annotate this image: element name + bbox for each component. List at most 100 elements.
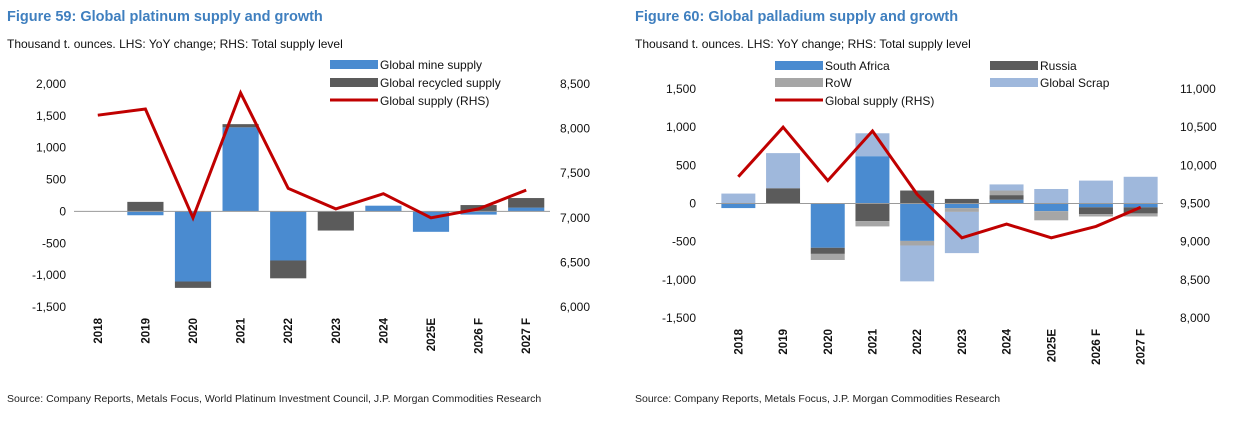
y-left-tick-label: 1,000 [666, 120, 696, 134]
bar-global-mine-supply [460, 211, 497, 215]
bar-global-scrap [944, 211, 979, 254]
bar-south-africa [721, 203, 756, 209]
legend-swatch [775, 61, 823, 70]
bar-row [855, 221, 890, 227]
chart-title: Figure 60: Global palladium supply and g… [635, 9, 959, 25]
y-left-tick-label: -1,000 [32, 268, 66, 282]
legend-label: South Africa [825, 59, 890, 73]
bar-south-africa [989, 199, 1024, 204]
bar-global-mine-supply [365, 205, 402, 212]
x-tick-label: 2020 [823, 329, 835, 355]
chart-source: Source: Company Reports, Metals Focus, J… [635, 393, 1001, 405]
bar-global-recycled-supply [174, 281, 212, 288]
x-tick-label: 2023 [331, 318, 343, 344]
y-left-tick-label: 500 [676, 158, 696, 172]
bar-south-africa [900, 203, 935, 241]
y-left-tick-label: -1,500 [662, 311, 696, 325]
bar-russia [855, 203, 890, 222]
y-left-tick-label: 500 [46, 173, 66, 187]
x-tick-label: 2026 F [1091, 329, 1103, 365]
chart-title: Figure 59: Global platinum supply and gr… [7, 9, 323, 25]
y-left-tick-label: -1,500 [32, 300, 66, 314]
legend-label: Russia [1040, 59, 1077, 73]
bar-russia [766, 188, 801, 204]
bar-row [900, 240, 935, 246]
bar-south-africa [855, 156, 890, 204]
legend-label: Global supply (RHS) [825, 94, 934, 108]
bar-global-scrap [1078, 180, 1113, 204]
y-right-tick-label: 8,500 [1180, 273, 1210, 287]
bar-global-recycled-supply [508, 198, 545, 208]
line-global-supply [97, 89, 527, 222]
legend-label: RoW [825, 76, 852, 90]
x-tick-label: 2021 [867, 328, 879, 354]
bar-global-mine-supply [508, 207, 545, 212]
y-left-tick-label: 1,500 [666, 82, 696, 96]
y-left-tick-label: -1,000 [662, 273, 696, 287]
y-right-tick-label: 6,000 [560, 300, 590, 314]
chart-subtitle: Thousand t. ounces. LHS: YoY change; RHS… [7, 37, 343, 51]
legend-swatch [990, 61, 1038, 70]
legend-swatch [330, 60, 378, 69]
y-right-tick-label: 7,000 [560, 211, 590, 225]
figure-59: 2,000 1,500 1,000 500 0 -500 -1,000 -1,500 8,500… [0, 0, 615, 436]
bar-row [810, 253, 845, 260]
legend-swatch [990, 78, 1038, 87]
legend-label: Global recycled supply [380, 76, 501, 90]
x-tick-label: 2022 [912, 329, 924, 355]
x-tick-label: 2027 F [521, 318, 533, 354]
platinum-chart: 2,000 1,500 1,000 500 0 -500 -1,000 -1,500 8,500… [32, 58, 590, 354]
bar-global-mine-supply [174, 211, 212, 282]
bar-russia [1123, 207, 1158, 214]
bar-russia [1078, 207, 1113, 215]
bar-row [944, 208, 979, 212]
y-left-tick-label: 1,000 [36, 141, 66, 155]
y-left-tick-label: 0 [689, 197, 696, 211]
bar-global-mine-supply [270, 211, 307, 261]
x-tick-label: 2018 [733, 328, 745, 354]
bar-global-recycled-supply [222, 124, 259, 128]
y-right-tick-label: 10,500 [1180, 120, 1217, 134]
y-right-tick-label: 9,500 [1180, 197, 1210, 211]
x-tick-label: 2026 F [474, 318, 486, 354]
bar-row [989, 190, 1024, 196]
bar-row [1034, 211, 1069, 221]
bar-global-scrap [766, 153, 801, 189]
bar-global-scrap [1034, 188, 1069, 204]
bar-south-africa [1034, 203, 1069, 212]
legend-swatch [330, 78, 378, 87]
bar-global-scrap [721, 193, 756, 204]
x-tick-label: 2027 F [1136, 329, 1148, 365]
bar-global-scrap [989, 184, 1024, 191]
x-tick-label: 2023 [957, 329, 969, 355]
x-tick-label: 2022 [283, 318, 295, 344]
x-tick-label: 2025E [426, 318, 438, 352]
bar-global-scrap [1123, 176, 1158, 204]
y-left-tick-label: 1,500 [36, 109, 66, 123]
bar-south-africa [944, 203, 979, 209]
y-right-tick-label: 8,000 [1180, 311, 1210, 325]
x-tick-label: 2021 [236, 317, 248, 343]
bar-south-africa [1078, 203, 1113, 208]
legend-swatch [775, 78, 823, 87]
y-right-tick-label: 7,500 [560, 166, 590, 180]
y-right-tick-label: 8,000 [560, 122, 590, 136]
bar-global-mine-supply [222, 127, 259, 212]
chart-subtitle: Thousand t. ounces. LHS: YoY change; RHS… [635, 37, 971, 51]
y-right-tick-label: 9,000 [1180, 235, 1210, 249]
x-tick-label: 2024 [378, 317, 390, 343]
bar-russia [989, 195, 1024, 200]
bar-global-recycled-supply [127, 201, 164, 212]
bar-global-scrap [900, 245, 935, 282]
y-right-tick-label: 6,500 [560, 255, 590, 269]
bar-south-africa [810, 203, 845, 248]
y-left-tick-label: -500 [42, 236, 66, 250]
bar-global-recycled-supply [317, 211, 354, 231]
x-tick-label: 2019 [140, 318, 152, 344]
y-right-tick-label: 10,000 [1180, 158, 1217, 172]
x-tick-label: 2019 [778, 329, 790, 355]
y-left-tick-label: 0 [59, 204, 66, 218]
legend-label: Global mine supply [380, 58, 482, 72]
x-tick-label: 2018 [93, 317, 105, 343]
x-tick-label: 2025E [1046, 329, 1058, 363]
